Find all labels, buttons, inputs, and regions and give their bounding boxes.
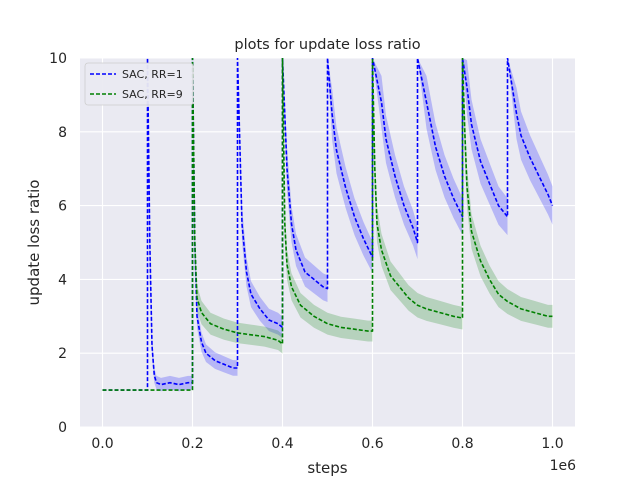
y-tick-label: 2 <box>58 346 67 362</box>
y-tick-label: 8 <box>58 125 67 141</box>
x-axis-label: steps <box>307 459 347 477</box>
y-tick-label: 6 <box>58 199 67 215</box>
series-lines <box>102 58 554 391</box>
x-tick-label: 0.8 <box>451 436 473 452</box>
x-tick-labels: 0.0 0.2 0.4 0.6 0.8 1.0 <box>91 436 563 452</box>
y-axis-label: update loss ratio <box>25 180 43 306</box>
x-tick-label: 0.0 <box>91 436 113 452</box>
x-tick-label: 0.6 <box>361 436 383 452</box>
band-sac-rr-1 <box>462 58 508 236</box>
band-sac-rr-1 <box>507 58 553 225</box>
x-tick-label: 1.0 <box>541 436 563 452</box>
y-tick-label: 0 <box>58 420 67 436</box>
series-line-sac-rr-9 <box>102 58 553 391</box>
band-sac-rr-1 <box>417 58 463 236</box>
x-tick-label: 0.2 <box>181 436 203 452</box>
y-tick-labels: 0 2 4 6 8 10 <box>49 51 67 436</box>
band-sac-rr-9 <box>462 58 553 328</box>
x-tick-label: 0.4 <box>271 436 293 452</box>
band-sac-rr-9 <box>192 58 283 354</box>
x-offset-text: 1e6 <box>550 458 577 474</box>
y-tick-label: 10 <box>49 51 67 67</box>
band-sac-rr-1 <box>327 58 373 273</box>
band-sac-rr-1 <box>372 58 418 260</box>
y-tick-label: 4 <box>58 272 67 288</box>
chart-title: plots for update loss ratio <box>234 37 420 53</box>
legend-label-sac-rr9: SAC, RR=9 <box>122 88 183 101</box>
legend-label-sac-rr1: SAC, RR=1 <box>122 68 183 81</box>
legend: SAC, RR=1 SAC, RR=9 <box>84 62 194 106</box>
